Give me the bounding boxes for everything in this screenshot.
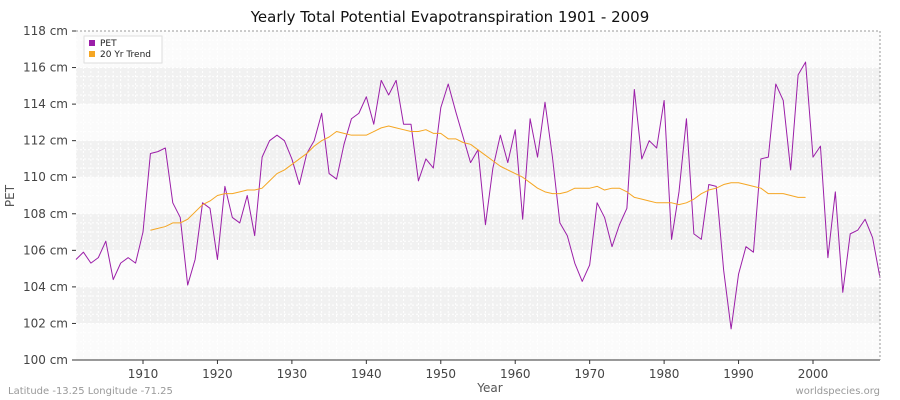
y-tick-label: 114 cm (23, 97, 68, 111)
y-tick-label: 118 cm (23, 24, 68, 38)
y-tick-label: 112 cm (23, 134, 68, 148)
footer-location: Latitude -13.25 Longitude -71.25 (8, 386, 173, 397)
tick-labels: 100 cm 102 cm 104 cm 106 cm 108 cm 110 cm 112 … (23, 24, 828, 381)
trend-series-line (150, 125, 806, 231)
x-tick-label: 1990 (723, 367, 754, 381)
legend-label-trend: 20 Yr Trend (100, 50, 151, 60)
chart-title: Yearly Total Potential Evapotranspiratio… (250, 8, 650, 26)
y-tick-label: 110 cm (23, 170, 68, 184)
series-layer (75, 61, 881, 330)
footer-source: worldspecies.org (796, 386, 880, 397)
x-tick-label: 1920 (202, 367, 233, 381)
x-tick-label: 1980 (649, 367, 680, 381)
x-tick-label: 1970 (574, 367, 605, 381)
y-tick-label: 106 cm (23, 243, 68, 257)
y-tick-label: 104 cm (23, 280, 68, 294)
y-tick-label: 108 cm (23, 207, 68, 221)
x-tick-label: 1950 (426, 367, 457, 381)
axes (76, 30, 881, 361)
legend-box (83, 35, 163, 64)
x-axis-title: Year (476, 381, 502, 395)
x-tick-label: 1910 (128, 367, 159, 381)
legend-swatch-pet (89, 40, 95, 46)
legend-label-pet: PET (100, 39, 117, 49)
x-tick-label: 1930 (277, 367, 308, 381)
x-tick-label: 2000 (798, 367, 829, 381)
x-tick-label: 1960 (500, 367, 531, 381)
y-tick-label: 116 cm (23, 61, 68, 75)
x-tick-label: 1940 (351, 367, 382, 381)
y-axis-title: PET (3, 184, 17, 207)
legend: PET 20 Yr Trend (83, 35, 163, 64)
y-tick-label: 100 cm (23, 353, 68, 367)
y-tick-label: 102 cm (23, 316, 68, 330)
legend-swatch-trend (89, 51, 95, 57)
